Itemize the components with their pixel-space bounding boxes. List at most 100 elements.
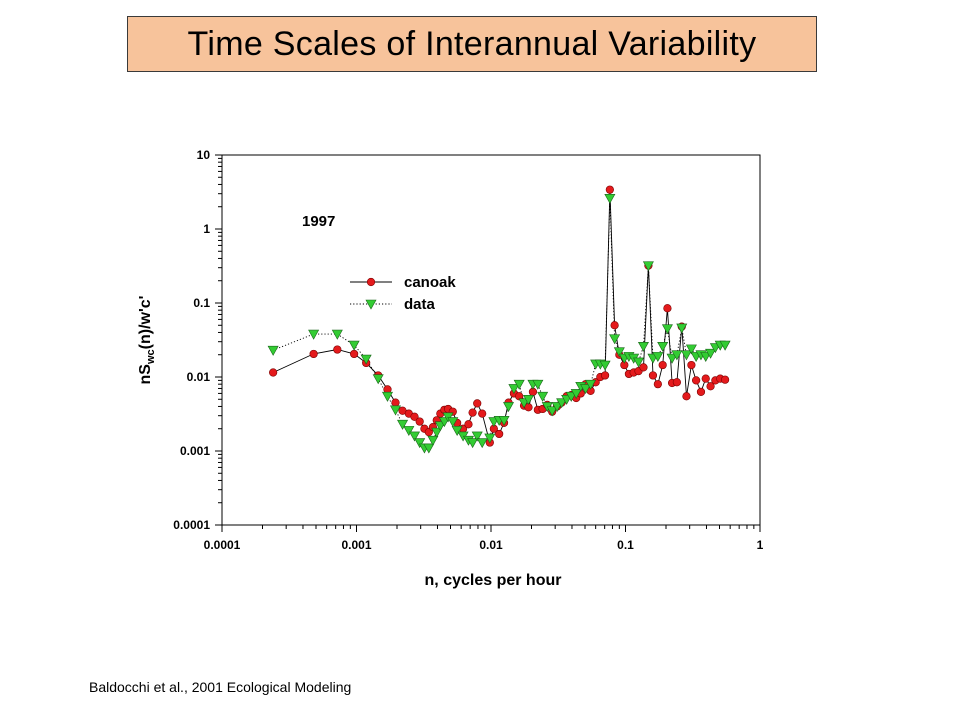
y-tick-label: 0.01 <box>187 370 211 384</box>
data-point-data <box>447 417 459 428</box>
data-point-data <box>685 344 697 355</box>
legend: canoak data <box>350 274 456 313</box>
data-point-canoak <box>468 408 477 417</box>
plot-frame <box>221 154 761 526</box>
data-point-canoak <box>720 375 730 384</box>
data-point-data <box>604 193 616 204</box>
data-point-data <box>680 350 692 361</box>
slide-title: Time Scales of Interannual Variability <box>187 24 757 63</box>
data-point-data <box>360 354 372 365</box>
data-point-canoak <box>687 360 696 370</box>
slide-title-box: Time Scales of Interannual Variability <box>127 16 817 72</box>
data-point-data <box>381 391 394 402</box>
series-lines <box>272 189 726 449</box>
data-point-data <box>308 329 320 340</box>
data-point-canoak <box>605 185 614 194</box>
data-point-canoak <box>682 392 691 401</box>
data-point-canoak <box>658 360 667 370</box>
data-point-canoak <box>309 349 318 359</box>
data-point-data <box>348 340 360 351</box>
data-point-canoak <box>639 363 648 372</box>
data-point-data <box>599 360 611 371</box>
data-point-canoak <box>478 409 487 418</box>
data-point-canoak <box>410 412 419 421</box>
citation: Baldocchi et al., 2001 Ecological Modeli… <box>89 679 352 695</box>
data-point-canoak <box>663 304 672 313</box>
x-axis: 0.0001 0.001 0.01 0.1 1 <box>204 525 764 552</box>
data-point-data <box>423 443 435 454</box>
legend-label-data: data <box>404 296 436 313</box>
data-point-data <box>451 426 463 436</box>
data-point-data <box>503 402 515 413</box>
data-point-data <box>671 350 683 361</box>
data-point-data <box>403 426 415 436</box>
data-point-data <box>409 431 421 442</box>
data-point-data <box>513 379 525 390</box>
y-axis-label-base: nS <box>137 364 154 385</box>
data-point-data <box>661 324 673 335</box>
legend-label-canoak: canoak <box>404 274 456 291</box>
y-axis-label-rest: (n)/w'c' <box>137 296 154 350</box>
data-point-data <box>609 334 621 345</box>
data-point-canoak <box>415 417 424 426</box>
data-point-canoak <box>600 371 610 380</box>
data-point-data <box>389 405 402 416</box>
data-point-data <box>546 406 558 417</box>
data-point-canoak <box>473 399 482 408</box>
data-point-canoak <box>648 371 658 380</box>
data-point-canoak <box>706 382 715 391</box>
data-point-data <box>508 384 520 395</box>
data-point-data <box>267 345 279 356</box>
data-point-data <box>585 379 597 390</box>
data-point-data <box>657 341 669 352</box>
legend-marker-canoak <box>366 277 376 287</box>
data-point-data <box>467 438 479 449</box>
y-tick-label: 0.1 <box>193 296 210 310</box>
data-point-data <box>414 438 426 449</box>
data-point-canoak <box>672 378 681 387</box>
data-point-data <box>484 433 496 444</box>
data-point-data <box>372 374 384 385</box>
data-point-data <box>551 402 563 413</box>
data-point-data <box>476 438 488 449</box>
series-markers <box>267 185 731 454</box>
data-point-data <box>652 352 664 362</box>
data-point-data <box>666 353 678 364</box>
data-point-canoak <box>610 321 619 330</box>
x-axis-label: n, cycles per hour <box>425 572 562 589</box>
data-point-canoak <box>696 387 706 396</box>
data-point-data <box>522 394 535 405</box>
data-point-data <box>642 261 654 272</box>
x-tick-label: 0.0001 <box>204 538 241 552</box>
plot-area-border <box>221 154 761 526</box>
data-point-canoak <box>333 345 342 354</box>
data-point-data <box>613 347 625 358</box>
data-point-data <box>537 391 549 402</box>
x-tick-label: 0.1 <box>617 538 634 552</box>
y-axis-label-subscript: wc <box>145 349 157 365</box>
y-tick-label: 1 <box>203 222 210 236</box>
data-point-data <box>570 389 582 400</box>
x-tick-label: 0.01 <box>479 538 503 552</box>
data-point-canoak <box>653 380 662 389</box>
data-point-data <box>397 419 409 430</box>
y-axis-label: nSwc(n)/w'c' <box>137 296 157 385</box>
data-point-data <box>331 329 343 340</box>
data-point-data <box>676 323 688 334</box>
y-tick-label: 10 <box>197 148 211 162</box>
y-axis: 0.0001 0.001 0.01 0.1 1 10 <box>173 148 222 532</box>
x-tick-label: 1 <box>757 538 764 552</box>
data-point-data <box>705 348 717 359</box>
y-tick-label: 0.001 <box>180 444 210 458</box>
y-tick-label: 0.0001 <box>173 518 210 532</box>
data-point-data <box>700 352 712 362</box>
data-point-data <box>637 341 649 352</box>
data-point-canoak <box>269 368 278 377</box>
data-point-data <box>633 357 645 368</box>
legend-marker-data <box>365 299 377 310</box>
x-tick-label: 0.001 <box>341 538 371 552</box>
data-point-canoak <box>391 398 400 407</box>
data-point-data <box>471 431 483 442</box>
year-annotation: 1997 <box>302 213 335 230</box>
